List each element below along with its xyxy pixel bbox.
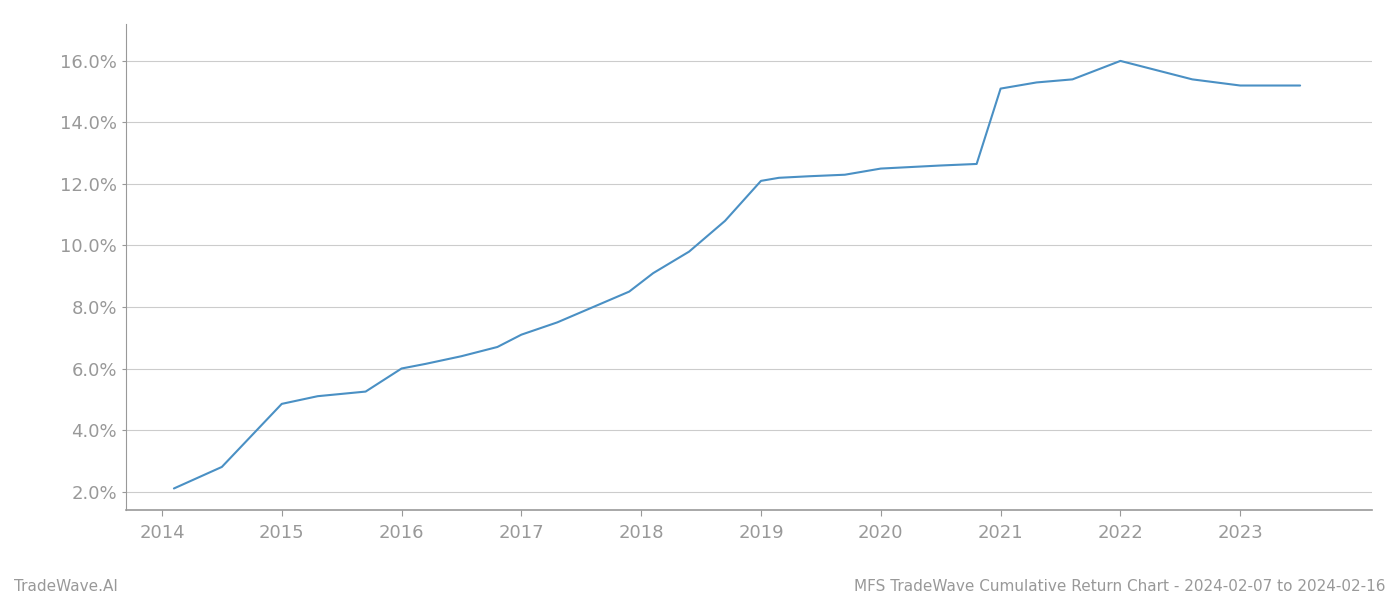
Text: TradeWave.AI: TradeWave.AI	[14, 579, 118, 594]
Text: MFS TradeWave Cumulative Return Chart - 2024-02-07 to 2024-02-16: MFS TradeWave Cumulative Return Chart - …	[854, 579, 1386, 594]
